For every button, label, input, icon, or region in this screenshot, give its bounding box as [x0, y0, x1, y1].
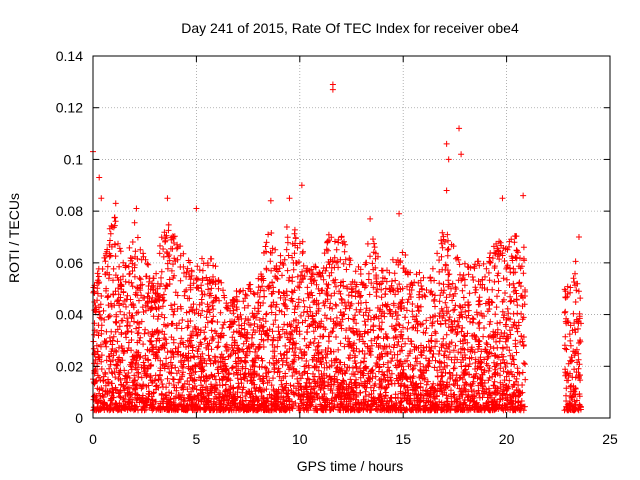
y-axis-label: ROTI / TECUs	[6, 193, 22, 283]
y-tick-label: 0.1	[64, 151, 84, 167]
data-point	[286, 195, 293, 202]
data-point	[96, 174, 103, 181]
grid	[93, 56, 610, 418]
data-point	[329, 86, 336, 93]
chart-title: Day 241 of 2015, Rate Of TEC Index for r…	[181, 20, 519, 36]
data-points	[90, 81, 584, 414]
x-axis-label: GPS time / hours	[297, 458, 404, 474]
data-point	[575, 234, 582, 240]
data-point	[267, 197, 274, 204]
y-tick-label: 0.06	[56, 255, 83, 271]
data-point	[445, 156, 452, 163]
data-point	[396, 210, 403, 217]
x-tick-label: 20	[499, 431, 515, 447]
x-tick-label: 25	[602, 431, 618, 447]
data-point	[329, 81, 336, 88]
data-point	[499, 195, 506, 202]
x-tick-label: 0	[89, 431, 97, 447]
x-tick-label: 10	[292, 431, 308, 447]
scatter-series	[90, 214, 584, 414]
data-point	[456, 125, 463, 132]
y-tick-label: 0.12	[56, 100, 83, 116]
data-point	[458, 151, 465, 158]
data-point	[133, 205, 140, 212]
x-tick-label: 5	[193, 431, 201, 447]
data-point	[193, 205, 200, 212]
plot-frame	[92, 55, 611, 419]
y-tick-label: 0.08	[56, 203, 83, 219]
y-tick-label: 0	[75, 410, 83, 426]
y-tick-label: 0.02	[56, 358, 83, 374]
data-point	[367, 215, 374, 222]
data-point	[520, 192, 527, 199]
x-tick-label: 15	[395, 431, 411, 447]
y-tick-label: 0.04	[56, 307, 83, 323]
data-point	[164, 195, 171, 202]
data-point	[112, 200, 119, 207]
data-point	[443, 140, 450, 147]
axis-ticks: 0 5 10 15 20 25 0 0.02 0.04 0.06 0.08 0.1 0.12 0.14	[56, 48, 618, 447]
data-point	[98, 195, 105, 202]
data-point	[443, 187, 450, 194]
y-tick-label: 0.14	[56, 48, 83, 64]
data-point	[298, 182, 305, 189]
